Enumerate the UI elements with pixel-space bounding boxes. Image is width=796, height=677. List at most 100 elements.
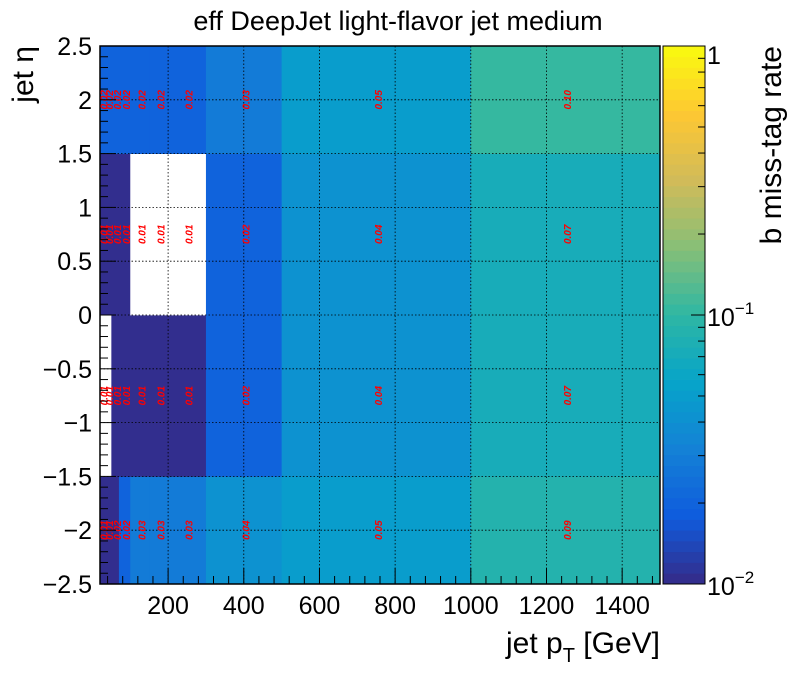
color-bar-band — [663, 196, 705, 208]
y-tick-label: 2 — [78, 87, 92, 115]
color-bar-band — [663, 228, 705, 241]
color-bar-band — [663, 89, 705, 101]
chart-title: eff DeepJet light-flavor jet medium — [193, 6, 602, 36]
cell-value-label: 0.03 — [185, 520, 196, 540]
color-bar-band — [663, 304, 705, 316]
color-bar-band — [663, 271, 705, 284]
color-bar — [662, 45, 706, 585]
heatmap-cell — [470, 46, 660, 154]
heatmap-cell — [118, 153, 131, 316]
color-bar-band — [663, 411, 705, 423]
color-bar-band — [663, 218, 705, 230]
color-bar-band — [663, 465, 705, 477]
x-tick-label: 200 — [147, 592, 189, 620]
color-bar-band — [663, 56, 705, 68]
color-bar-band — [663, 358, 705, 370]
heatmap-cell — [168, 315, 207, 477]
heatmap-cell — [118, 315, 131, 477]
cell-value-label: 0.01 — [122, 386, 133, 406]
color-bar-band — [663, 562, 705, 574]
color-bar-band — [663, 164, 705, 176]
color-bar-band — [663, 519, 705, 531]
color-bar-band — [663, 239, 705, 251]
cell-value-label: 0.01 — [113, 224, 124, 244]
color-bar-band — [663, 444, 705, 456]
cell-value-label: 0.04 — [241, 520, 252, 540]
cell-value-label: 0.07 — [563, 386, 574, 406]
heatmap-cell — [130, 315, 150, 477]
heatmap-cell — [149, 315, 169, 477]
grid-lines — [100, 45, 660, 585]
y-tick-label: −1.5 — [43, 463, 92, 491]
heatmap-cell — [470, 476, 660, 584]
x-tick-label: 600 — [299, 592, 341, 620]
heatmap-cell — [100, 153, 105, 316]
cell-value-label: 0.04 — [374, 224, 385, 244]
cell-value-label: 0.01 — [137, 386, 148, 406]
y-tick-label: 2.5 — [57, 33, 92, 61]
heatmap-cell — [100, 315, 105, 477]
x-tick-label: 1400 — [594, 592, 650, 620]
y-tick-label: −2.5 — [43, 571, 92, 599]
color-bar-band — [663, 347, 705, 359]
cell-value-label: 0.05 — [374, 520, 385, 540]
y-tick-label: −0.5 — [43, 356, 92, 384]
cell-value-label: 0.03 — [156, 520, 167, 540]
x-axis: 200 400 600 800 1000 1200 1400 — [107, 568, 653, 620]
cell-value-label: 0.01 — [100, 386, 111, 406]
color-bar-band — [663, 379, 705, 391]
cell-value-label: 0.02 — [185, 90, 196, 110]
cell-value-label: 0.02 — [113, 90, 124, 110]
cell-value-label: 0.02 — [241, 386, 252, 406]
cell-value-label: 0.01 — [105, 386, 116, 406]
y-tick-label: −2 — [63, 517, 92, 545]
color-bar-band — [663, 422, 705, 434]
color-bar-band — [663, 99, 705, 111]
y-axis: −2.5 −2 −1.5 −1 −0.5 0 0.5 1 1.5 2 2.5 — [43, 33, 116, 599]
y-axis-label: jet η — [7, 46, 40, 104]
heatmap-cell — [111, 153, 120, 316]
color-bar-band — [663, 573, 705, 585]
cell-value-label: 0.01 — [122, 224, 133, 244]
cell-value-label: 0.01 — [100, 224, 111, 244]
color-bar-band — [663, 207, 705, 219]
heatmap-cell — [281, 153, 472, 316]
heatmap-cell — [168, 153, 207, 316]
z-tick-label: 10−1 — [707, 299, 754, 332]
cell-value-label: 0.10 — [563, 90, 574, 110]
heatmap-cell — [130, 153, 150, 316]
color-bar-band — [663, 497, 705, 510]
y-tick-label: −1 — [63, 410, 92, 438]
cell-value-label: 0.01 — [156, 224, 167, 244]
color-bar-band — [663, 508, 705, 520]
cell-value-label: 0.01 — [156, 386, 167, 406]
cell-value-label: 0.02 — [156, 90, 167, 110]
cell-value-label: 0.07 — [563, 224, 574, 244]
color-bar-band — [663, 46, 705, 58]
color-bar-band — [663, 530, 705, 542]
color-bar-band — [663, 121, 705, 133]
x-tick-label: 400 — [223, 592, 265, 620]
heatmap-cell — [149, 153, 169, 316]
color-bar-axis: 10−2 10−1 1 — [691, 42, 754, 601]
color-bar-band — [663, 175, 705, 187]
heatmap-cell — [149, 46, 169, 154]
cell-value-label: 0.02 — [113, 520, 124, 540]
color-bar-band — [663, 293, 705, 305]
color-bar-band — [663, 110, 705, 122]
heatmap-cell — [103, 153, 112, 316]
heatmap-cell — [281, 315, 472, 477]
heatmap-cell — [470, 315, 660, 477]
heatmap-cell — [149, 476, 169, 584]
color-bar-band — [663, 336, 705, 348]
cell-value-label: 0.02 — [137, 90, 148, 110]
color-bar-band — [663, 476, 705, 488]
x-tick-label: 1000 — [443, 592, 499, 620]
cell-value-label: 0.05 — [374, 90, 385, 110]
color-bar-band — [663, 454, 705, 467]
color-bar-band — [663, 487, 705, 499]
color-bar-band — [663, 261, 705, 273]
color-bar-band — [663, 67, 705, 79]
z-tick-label: 1 — [707, 42, 721, 70]
